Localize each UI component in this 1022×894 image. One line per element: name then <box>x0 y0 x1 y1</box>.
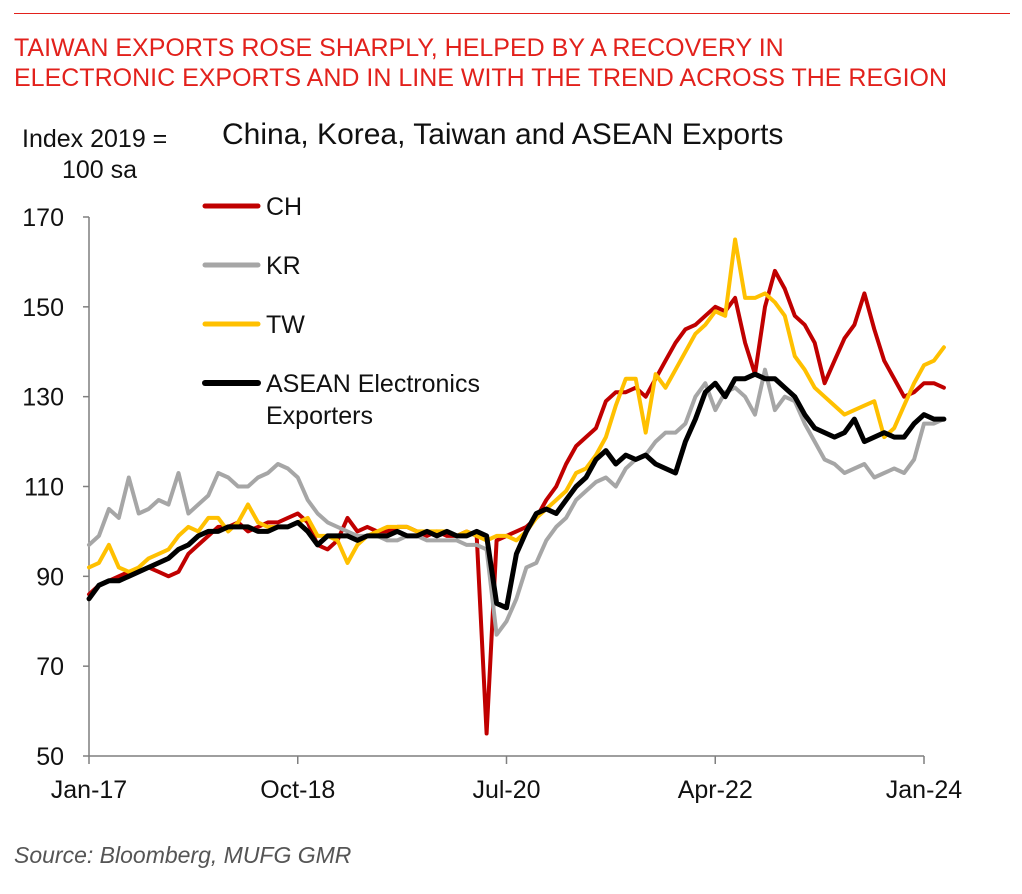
x-tick-label: Oct-18 <box>260 776 335 804</box>
y-tick-label: 50 <box>36 743 64 771</box>
legend: CH KR TW ASEAN Electronics Exporters <box>202 193 480 430</box>
y-unit-line-1: Index 2019 = <box>22 125 168 153</box>
series-line-tw <box>87 237 946 574</box>
y-tick-label: 110 <box>24 474 64 502</box>
legend-label-tw: TW <box>266 311 305 339</box>
y-tick-label: 150 <box>22 294 64 322</box>
x-tick-label: Apr-22 <box>678 776 753 804</box>
axes: 50 70 90 110 130 150 170 Jan-17 Oct-18 Jul-20 Apr-… <box>22 204 962 804</box>
chart-title: China, Korea, Taiwan and ASEAN Exports <box>222 118 784 151</box>
x-tick-label: Jul-20 <box>472 776 540 804</box>
y-tick-label: 170 <box>22 204 64 232</box>
y-tick-label: 90 <box>36 563 64 591</box>
series-line-ch <box>87 268 946 736</box>
y-tick-label: 70 <box>36 653 64 681</box>
legend-label-kr: KR <box>266 252 301 280</box>
source-note: Source: Bloomberg, MUFG GMR <box>14 842 352 868</box>
headline-line-2: ELECTRONIC EXPORTS AND IN LINE WITH THE … <box>14 64 948 92</box>
y-axis-unit-label: Index 2019 = 100 sa <box>22 124 202 186</box>
top-rule <box>14 13 1010 14</box>
series-line-asean <box>86 371 947 611</box>
legend-label-ch: CH <box>266 193 302 221</box>
x-tick-label: Jan-24 <box>886 776 963 804</box>
legend-label-asean: ASEAN Electronics <box>266 370 480 398</box>
headline-line-1: TAIWAN EXPORTS ROSE SHARPLY, HELPED BY A… <box>14 34 784 62</box>
headline: TAIWAN EXPORTS ROSE SHARPLY, HELPED BY A… <box>14 33 1014 93</box>
y-tick-label: 130 <box>22 384 64 412</box>
y-unit-line-2: 100 sa <box>62 156 138 184</box>
legend-label-asean-line2: Exporters <box>266 402 373 430</box>
x-tick-label: Jan-17 <box>51 776 127 804</box>
series-group <box>86 237 947 736</box>
series-line-kr <box>87 367 946 637</box>
